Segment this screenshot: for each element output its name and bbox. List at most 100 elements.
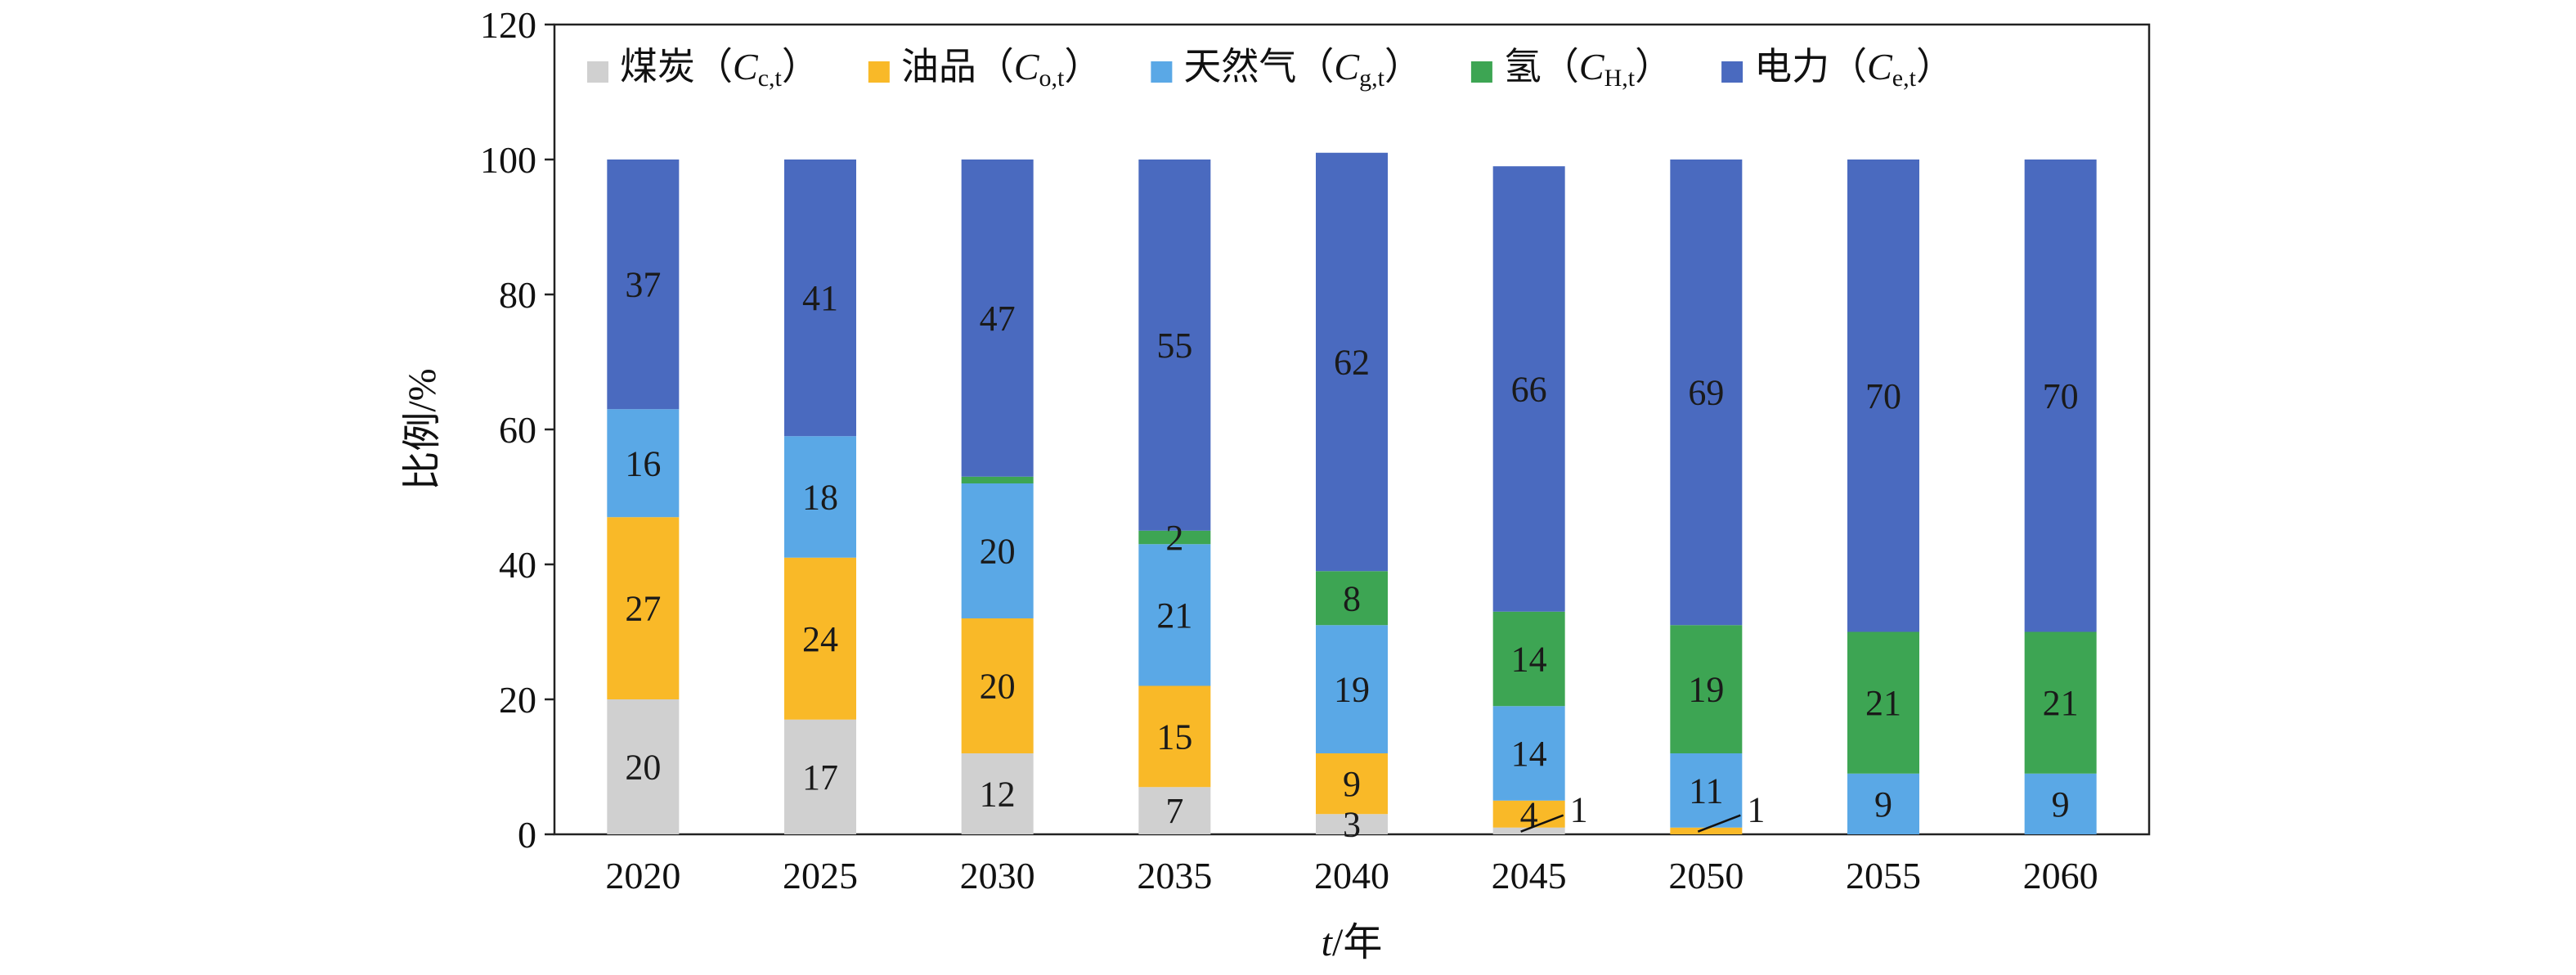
data-label: 70	[1865, 376, 1901, 416]
data-label: 37	[625, 265, 661, 305]
data-label-layer: 2027163717241841122020477152125539198624…	[625, 265, 2078, 845]
data-label: 17	[802, 757, 838, 798]
bar-segment	[1138, 544, 1211, 686]
bar-segment	[1316, 152, 1388, 572]
bar-segment	[784, 557, 856, 720]
legend-swatch	[868, 61, 890, 83]
data-label: 16	[625, 443, 661, 483]
x-tick-label: 2050	[1668, 855, 1744, 896]
data-label: 3	[1343, 805, 1361, 845]
data-label: 14	[1511, 734, 1547, 774]
legend-swatch	[1721, 61, 1744, 83]
bar-segment	[1670, 625, 1743, 753]
data-label: 9	[1343, 764, 1361, 804]
y-tick-label: 80	[499, 274, 536, 316]
x-axis-unit: /年	[1332, 921, 1382, 964]
bar-segment	[2024, 773, 2097, 834]
data-label: 47	[980, 299, 1016, 339]
bar-segment	[607, 517, 680, 699]
data-label: 24	[802, 619, 838, 659]
bar-segment	[1316, 625, 1388, 753]
data-label: 70	[2043, 376, 2079, 416]
data-label: 20	[980, 667, 1016, 707]
bar-segment	[1138, 160, 1211, 531]
data-label: 8	[1343, 578, 1361, 618]
data-label: 9	[2052, 784, 2070, 824]
data-label: 21	[1156, 595, 1192, 636]
data-label: 12	[980, 775, 1016, 815]
x-tick-label: 2035	[1137, 855, 1212, 896]
y-tick-label: 120	[480, 4, 536, 46]
bar-segment	[1492, 706, 1565, 801]
bar-segment	[1138, 685, 1211, 788]
bar-segment	[961, 476, 1034, 483]
legend-swatch	[587, 61, 608, 83]
data-label: 4	[1520, 794, 1538, 834]
bar-segment	[784, 436, 856, 558]
x-tick-label: 2020	[605, 855, 680, 896]
legend-entry: 煤炭（Cc,t）	[620, 46, 819, 92]
bar-segment	[961, 160, 1034, 477]
data-label: 41	[802, 278, 838, 318]
x-tick-label: 2025	[783, 855, 858, 896]
bar-segment	[1316, 571, 1388, 626]
x-tick-label: 2055	[1846, 855, 1921, 896]
bar-segment	[1492, 827, 1565, 834]
data-label: 19	[1334, 670, 1370, 710]
data-label: 18	[802, 478, 838, 518]
callout-label: 1	[1570, 790, 1588, 830]
bar-segment	[961, 753, 1034, 834]
bar-segment	[961, 483, 1034, 618]
data-label: 14	[1511, 640, 1547, 680]
data-label: 20	[980, 532, 1016, 572]
bar-segment	[1847, 773, 1919, 834]
data-label: 21	[2043, 683, 2079, 723]
bar-segment	[961, 618, 1034, 753]
x-tick-label: 2040	[1314, 855, 1389, 896]
bar-segment	[1492, 800, 1565, 828]
bar-segment	[1492, 166, 1565, 612]
data-label: 27	[625, 589, 661, 629]
callout-label: 1	[1747, 790, 1765, 830]
bar-segment	[607, 699, 680, 834]
legend-entry: 氢（CH,t）	[1504, 46, 1672, 92]
data-label: 11	[1689, 771, 1723, 811]
bar-segment	[1670, 160, 1743, 626]
x-axis-variable: t	[1322, 921, 1334, 964]
bar-segment	[1138, 530, 1211, 545]
data-label: 2	[1165, 518, 1183, 558]
bar-segment	[1670, 827, 1743, 834]
bar-segment	[1847, 160, 1919, 632]
x-tick-label: 2060	[2023, 855, 2098, 896]
bar-segment	[1316, 753, 1388, 815]
bar-segment	[607, 160, 680, 410]
data-label: 62	[1334, 343, 1370, 383]
bar-segment	[1316, 814, 1388, 834]
y-tick-label: 60	[499, 409, 536, 451]
y-tick-label: 40	[499, 544, 536, 586]
y-tick-label: 0	[518, 814, 536, 856]
legend-swatch	[1151, 61, 1173, 83]
data-label: 66	[1511, 370, 1547, 410]
y-tick-label: 20	[499, 679, 536, 721]
bar-layer	[607, 152, 2097, 834]
legend: 煤炭（Cc,t） 油品（Co,t） 天然气（Cg,t） 氢（CH,t） 电力（Ce,t）	[587, 46, 1954, 92]
bar-segment	[784, 160, 856, 437]
data-label: 15	[1156, 717, 1192, 757]
x-axis-label: t/年	[1322, 921, 1383, 964]
bar-segment	[784, 719, 856, 834]
legend-entry: 天然气（Cg,t）	[1183, 46, 1422, 92]
legend-entry: 油品（Co,t）	[901, 46, 1102, 92]
callout-leader-line	[1697, 814, 1741, 833]
data-label: 19	[1688, 670, 1724, 710]
bar-segment	[1847, 631, 1919, 774]
y-axis-label: 比例/%	[401, 368, 444, 490]
bar-segment	[1492, 611, 1565, 707]
data-label: 55	[1156, 326, 1192, 366]
x-tick-label: 2045	[1492, 855, 1567, 896]
bar-segment	[2024, 631, 2097, 774]
callout-leader-line	[1520, 814, 1564, 833]
bar-segment	[2024, 160, 2097, 632]
